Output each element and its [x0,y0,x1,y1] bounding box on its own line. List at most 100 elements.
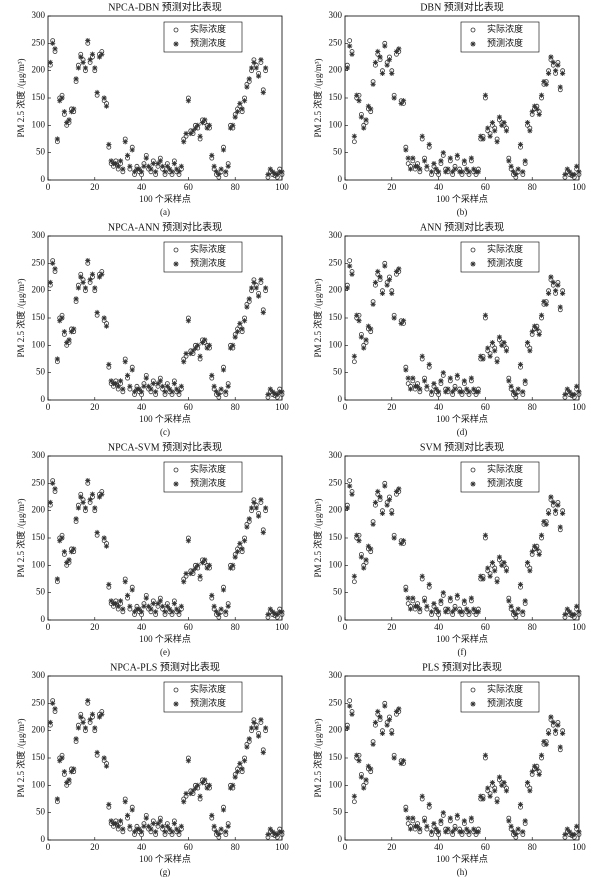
point [375,488,381,495]
point [468,155,474,161]
point [436,169,442,175]
point [417,606,423,612]
y-axis-label: PM 2.5 浓度 /(μg/m³) [15,718,26,797]
point [344,65,350,71]
point [405,155,411,161]
point [248,505,255,511]
point [136,606,142,612]
point [538,752,545,758]
point [270,609,276,615]
point [265,611,271,618]
point [139,389,145,395]
point [386,57,393,63]
point [68,769,74,775]
point [347,263,353,269]
point [96,274,103,280]
point [405,161,411,167]
y-tick-label: 50 [36,367,46,377]
point [478,793,484,799]
point [358,554,364,560]
point [199,560,206,566]
point [347,38,353,43]
point [146,603,152,609]
y-tick-label: 300 [32,230,46,240]
point [349,711,355,717]
point [567,829,573,835]
point [162,169,168,175]
point [543,741,549,747]
point [127,823,133,829]
y-tick-label: 200 [329,505,343,515]
point [122,359,128,365]
caption: (g) [160,867,171,877]
point [445,166,451,172]
x-axis-label: 100 个采样点 [436,853,488,864]
point [75,285,82,291]
point [555,62,561,68]
x-tick-label: 40 [434,842,444,852]
point [87,717,93,723]
point [211,163,217,169]
point [92,65,98,71]
point [274,171,280,178]
point [174,606,180,612]
y-tick-label: 0 [338,174,343,184]
point [487,133,493,139]
caption: (f) [458,647,467,657]
y-tick-label: 200 [32,65,46,75]
point [89,51,96,57]
legend-label: 实际浓度 [190,23,226,34]
point [195,782,201,788]
point [85,258,91,264]
point [209,812,215,818]
point [407,386,414,392]
point [421,818,428,824]
point [393,48,400,55]
point [543,301,549,307]
point [267,606,273,612]
point [524,560,531,566]
y-tick-label: 100 [32,779,46,789]
point [213,609,220,615]
point [468,595,474,601]
y-tick-label: 0 [41,834,46,844]
point [192,125,199,131]
y-tick-label: 150 [32,312,46,322]
point [66,117,72,123]
point [183,570,189,577]
point [459,609,465,615]
point [218,386,224,392]
point [265,171,271,178]
legend-box [163,461,243,493]
point [50,480,56,486]
point [64,780,70,786]
point [571,611,577,618]
point [75,725,82,731]
point [363,337,369,343]
point [94,529,100,536]
y-tick-label: 250 [32,37,46,47]
point [113,821,119,827]
point [543,521,549,527]
x-tick-label: 20 [90,622,100,632]
point [361,565,367,571]
point [141,823,147,829]
point [148,826,154,832]
point [459,169,465,175]
point [274,611,280,618]
point [101,535,107,541]
point [534,106,540,112]
point [234,769,241,775]
point [71,766,77,772]
x-tick-label: 0 [46,842,51,852]
point [206,562,213,568]
x-tick-label: 80 [528,182,538,192]
x-tick-label: 60 [481,622,491,632]
point [396,46,402,52]
point [150,161,156,167]
point [492,788,498,794]
point [393,488,400,495]
point [176,609,182,615]
point [452,166,458,172]
point [195,562,201,568]
